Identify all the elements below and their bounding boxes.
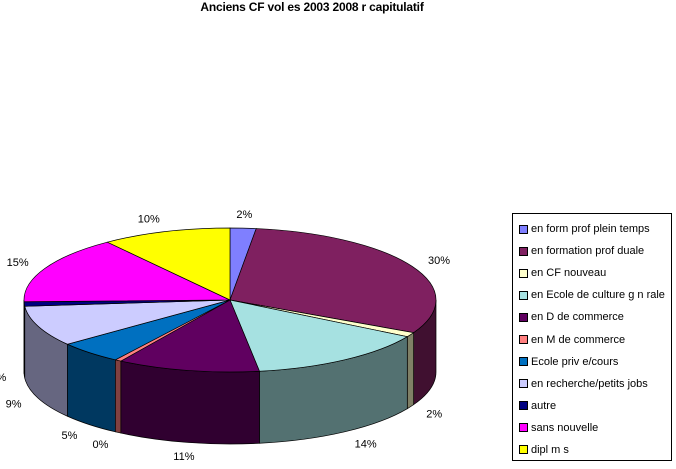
legend-label: en M de commerce (531, 333, 626, 346)
legend-label: en CF nouveau (531, 267, 607, 280)
legend-item-ecole-priv-e-cours: Ecole priv e/cours (519, 351, 671, 373)
legend-swatch (519, 224, 528, 234)
legend-swatch (519, 445, 528, 455)
legend-swatch (519, 268, 528, 278)
pie-slice-en-recherche-petits-jobs (24, 299, 231, 345)
pie-slice-en-formation-prof-duale (229, 228, 437, 334)
pie-sides (23, 299, 437, 445)
pie-slice-en-ecole-de-culture-g-n-rale (229, 299, 409, 372)
legend-swatch (519, 246, 528, 256)
pie-slice-sans-nouvelle (23, 241, 231, 303)
legend-label: autre (531, 399, 557, 412)
legend-item-en-cf-nouveau: en CF nouveau (519, 262, 671, 284)
legend-swatch (519, 423, 528, 433)
pie-side-en-cf-nouveau (406, 331, 414, 410)
legend-item-en-m-de-commerce: en M de commerce (519, 328, 671, 350)
data-label-en-recherche-petits-jobs: 9% (6, 399, 22, 411)
data-label-ecole-priv-e-cours: 5% (61, 430, 77, 442)
legend-label: en Ecole de culture g n rale (531, 289, 665, 302)
data-label-en-form-prof-plein-temps: 2% (236, 209, 252, 221)
legend-item-autre: autre (519, 395, 671, 417)
data-label-sans-nouvelle: 15% (7, 257, 29, 269)
legend-label: en form prof plein temps (531, 223, 650, 236)
legend-item-en-formation-prof-duale: en formation prof duale (519, 240, 671, 262)
chart-title: Anciens CF vol es 2003 2008 r capitulati… (200, 0, 424, 14)
data-label-en-m-de-commerce: 0% (92, 439, 108, 451)
pie-slice-dipl-m-s (106, 227, 231, 301)
pie-side-en-m-de-commerce (115, 359, 122, 434)
legend: en form prof plein temps en formation pro… (512, 213, 672, 461)
legend-item-en-ecole-de-culture-g-n-rale: en Ecole de culture g n rale (519, 284, 671, 306)
legend-swatch (519, 357, 528, 367)
legend-swatch (519, 290, 528, 300)
legend-swatch (519, 335, 528, 345)
legend-item-dipl-m-s: dipl m s (519, 439, 671, 461)
legend-label: en recherche/petits jobs (531, 377, 648, 390)
data-label-en-formation-prof-duale: 30% (428, 255, 450, 267)
data-label-dipl-m-s: 10% (138, 213, 160, 225)
legend-item-sans-nouvelle: sans nouvelle (519, 417, 671, 439)
legend-label: dipl m s (531, 443, 569, 456)
legend-label: Ecole priv e/cours (531, 355, 619, 368)
data-label-en-cf-nouveau: 2% (426, 408, 442, 420)
pie-side-en-d-de-commerce (120, 360, 260, 445)
data-label-en-ecole-de-culture-g-n-rale: 14% (355, 439, 377, 451)
legend-swatch (519, 401, 528, 411)
legend-swatch (519, 312, 528, 322)
pie-slice-en-d-de-commerce (119, 299, 260, 373)
data-label-autre: 2% (0, 372, 7, 384)
data-label-en-d-de-commerce: 11% (173, 451, 194, 463)
pie-labels: 2% 30% 2% 14% 11% 0% 5% 9% 2% 15% 10% (0, 209, 450, 463)
legend-item-en-recherche-petits-jobs: en recherche/petits jobs (519, 373, 671, 395)
legend-label: sans nouvelle (531, 421, 599, 434)
pie-tops (23, 227, 437, 373)
legend-label: en formation prof duale (531, 245, 645, 258)
legend-swatch (519, 379, 528, 389)
legend-item-en-form-prof-plein-temps: en form prof plein temps (519, 218, 671, 240)
legend-label: en D de commerce (531, 311, 624, 324)
legend-item-en-d-de-commerce: en D de commerce (519, 306, 671, 328)
